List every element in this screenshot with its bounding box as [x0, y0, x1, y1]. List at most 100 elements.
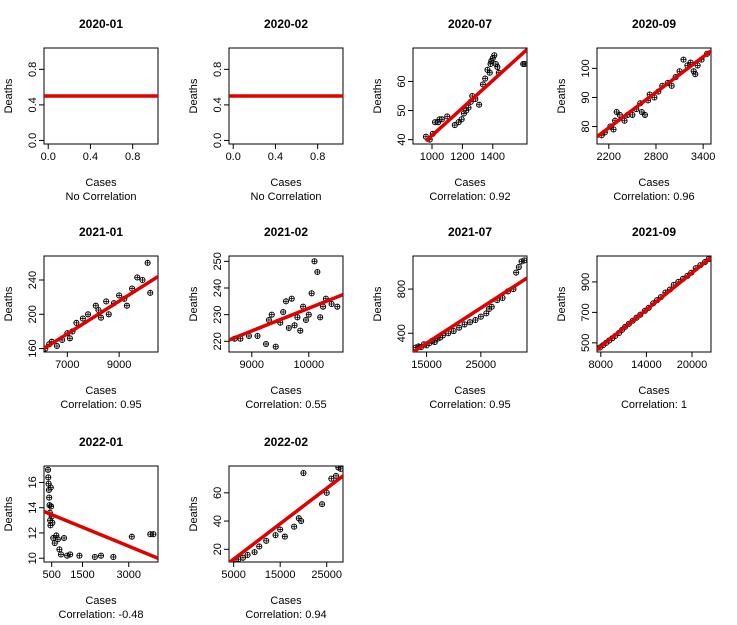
data-layer — [44, 466, 158, 560]
correlation-label: Correlation: 0.94 — [245, 609, 326, 621]
y-tick-label: 0.8 — [212, 62, 224, 77]
y-tick-label: 20 — [212, 543, 224, 555]
data-point — [67, 551, 74, 558]
y-axis-label: Deaths — [3, 286, 15, 321]
x-tick-label: 2200 — [597, 151, 621, 163]
x-axis-label: Cases — [85, 385, 117, 397]
data-point — [97, 552, 105, 559]
regression-line — [44, 509, 158, 560]
data-point — [105, 311, 112, 318]
y-tick-label: 50 — [396, 104, 408, 116]
x-axis-label: Cases — [270, 385, 302, 397]
y-tick-label: 230 — [212, 305, 224, 323]
data-point — [298, 518, 305, 525]
chart-title: 2020-01 — [79, 17, 123, 31]
x-axis-label: Cases — [85, 595, 117, 607]
regression-line — [229, 293, 343, 342]
x-tick-label: 1000 — [420, 151, 444, 163]
data-point — [263, 537, 270, 544]
data-point — [51, 540, 58, 547]
data-point — [294, 314, 301, 321]
data-point — [305, 311, 312, 318]
data-point — [288, 295, 295, 302]
data-point — [239, 554, 247, 561]
data-point — [44, 466, 52, 473]
y-axis-label: Deaths — [372, 286, 384, 321]
data-point — [638, 108, 645, 116]
y-axis-label: Deaths — [372, 78, 384, 113]
x-tick-label: 25000 — [466, 359, 497, 371]
y-tick-label: 0.0 — [27, 133, 39, 148]
regression-line — [44, 275, 158, 351]
panel-2020-01: 2020-01 0.0 0.4 0.8 0.0 0.4 0.8 Cases No Correla… — [3, 17, 159, 203]
data-point — [613, 108, 620, 116]
data-point — [477, 313, 484, 320]
y-tick-label: 160 — [27, 339, 39, 357]
data-layer — [597, 49, 711, 139]
data-point — [84, 311, 92, 318]
data-point — [451, 122, 458, 129]
x-axis-label: Cases — [270, 595, 302, 607]
data-point — [476, 101, 483, 108]
y-tick-label: 14 — [27, 502, 39, 514]
data-point — [328, 475, 335, 482]
panel-2021-09: 2021-09 8000 14000 20000 500 700 900 Cases Corre… — [556, 225, 712, 411]
data-point — [455, 119, 462, 126]
x-tick-label: 5000 — [221, 569, 245, 581]
data-point — [262, 340, 270, 348]
data-point — [515, 263, 522, 271]
y-tick-label: 220 — [212, 332, 224, 350]
x-tick-label: 1500 — [70, 569, 94, 581]
data-point — [300, 470, 307, 477]
data-point — [494, 63, 501, 70]
plot-frame — [228, 465, 344, 563]
data-point — [291, 523, 298, 530]
y-tick-label: 12 — [27, 527, 39, 539]
regression-line — [597, 49, 711, 139]
data-point — [317, 314, 324, 321]
data-point — [458, 116, 465, 123]
x-tick-label: 14000 — [631, 359, 662, 371]
data-point — [291, 322, 298, 329]
data-point — [103, 298, 110, 305]
x-tick-label: 500 — [43, 569, 61, 581]
x-tick-label: 3400 — [691, 151, 715, 163]
data-point — [513, 269, 520, 276]
data-layer — [413, 257, 527, 352]
y-tick-label: 10 — [27, 552, 39, 564]
x-tick-label: 15000 — [411, 359, 442, 371]
data-point — [332, 472, 340, 479]
regression-line — [424, 48, 527, 143]
data-point — [254, 332, 261, 340]
data-point — [110, 553, 117, 560]
data-point — [277, 526, 284, 533]
data-point — [450, 327, 457, 335]
data-layer — [44, 259, 158, 352]
data-point — [49, 519, 56, 526]
correlation-label: Correlation: 0.95 — [60, 399, 141, 411]
y-axis-label: Deaths — [188, 496, 200, 531]
chart-title: 2020-07 — [448, 17, 492, 31]
data-point — [692, 71, 699, 78]
data-point — [272, 532, 279, 539]
data-point — [97, 314, 105, 321]
y-tick-label: 200 — [27, 305, 39, 323]
data-point — [66, 335, 73, 342]
correlation-label: No Correlation — [251, 191, 322, 203]
correlation-label: Correlation: 0.55 — [245, 399, 326, 411]
data-point — [147, 289, 154, 296]
data-point — [56, 546, 63, 553]
correlation-label: No Correlation — [66, 191, 137, 203]
data-point — [668, 82, 675, 89]
data-point — [521, 60, 527, 68]
y-tick-label: 60 — [396, 75, 408, 87]
data-point — [483, 310, 490, 317]
data-point — [466, 319, 474, 326]
data-point — [92, 302, 99, 309]
data-point — [444, 113, 451, 120]
data-point — [641, 111, 649, 118]
data-point — [282, 298, 290, 305]
data-point — [57, 551, 64, 558]
data-point — [150, 531, 157, 538]
